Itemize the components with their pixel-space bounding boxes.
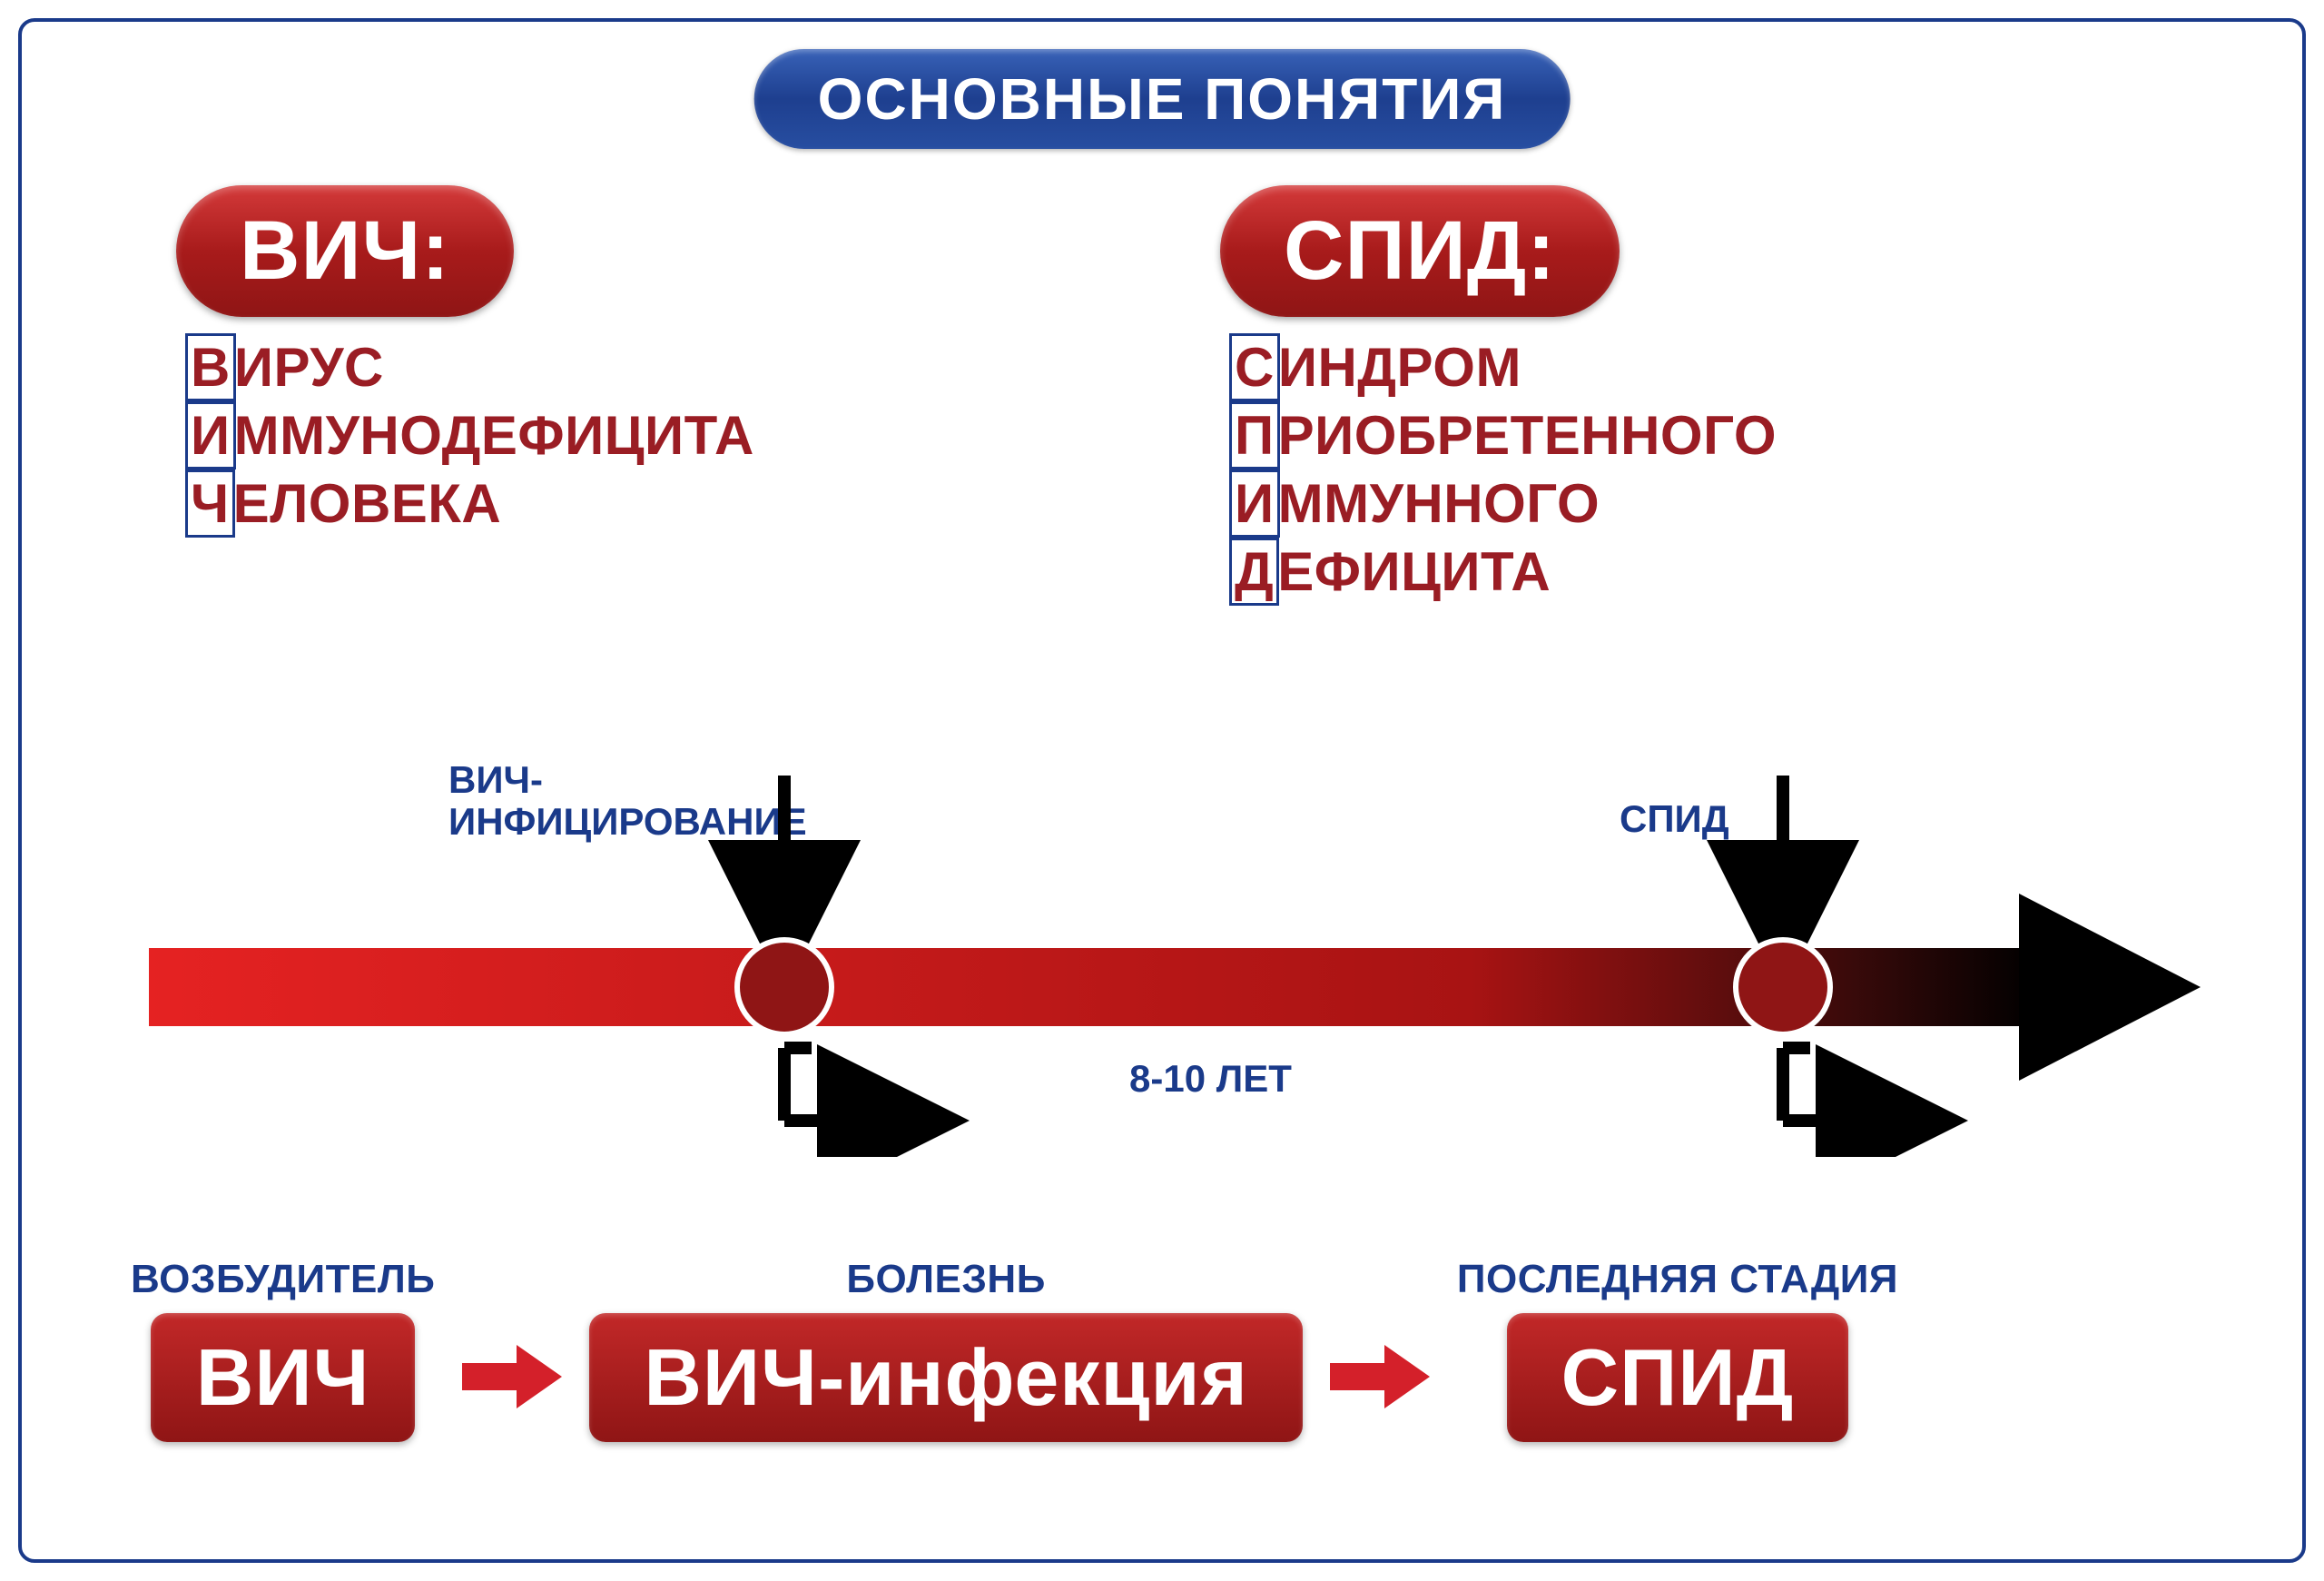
term-line: ИММУНОДЕФИЦИТА bbox=[185, 401, 754, 469]
title-pill: ОСНОВНЫЕ ПОНЯТИЯ bbox=[754, 49, 1571, 149]
rest-text: ИРУС bbox=[234, 337, 384, 398]
timeline-svg bbox=[149, 748, 2219, 1157]
lead-letter: Ч bbox=[185, 469, 235, 538]
flow-box-vich: ВИЧ bbox=[151, 1313, 416, 1442]
flow-col-2: БОЛЕЗНЬ ВИЧ-инфекция bbox=[589, 1257, 1303, 1442]
term-pill-vich: ВИЧ: bbox=[176, 185, 514, 317]
term-line: ПРИОБРЕТЕННОГО bbox=[1229, 401, 1777, 469]
flow-row: ВОЗБУДИТЕЛЬ ВИЧ БОЛЕЗНЬ ВИЧ-инфекция ПОС… bbox=[131, 1257, 2193, 1442]
term-pill-spid: СПИД: bbox=[1220, 185, 1620, 317]
lead-letter: Д bbox=[1229, 538, 1279, 606]
timeline-arrowhead bbox=[2019, 894, 2201, 1081]
rest-text: ММУНОДЕФИЦИТА bbox=[234, 405, 754, 466]
term-line: ВИРУС bbox=[185, 333, 754, 401]
flow-col-1: ВОЗБУДИТЕЛЬ ВИЧ bbox=[131, 1257, 435, 1442]
rest-text: ЕФИЦИТА bbox=[1277, 541, 1551, 602]
timeline-marker-1 bbox=[737, 940, 832, 1034]
term-line: ИММУННОГО bbox=[1229, 469, 1777, 538]
flow-caption: ВОЗБУДИТЕЛЬ bbox=[131, 1257, 435, 1302]
term-lines-vich: ВИРУС ИММУНОДЕФИЦИТА ЧЕЛОВЕКА bbox=[185, 333, 754, 538]
flow-box-infection: ВИЧ-инфекция bbox=[589, 1313, 1303, 1442]
flow-arrow-icon bbox=[1330, 1340, 1430, 1413]
diagram-frame: ОСНОВНЫЕ ПОНЯТИЯ ВИЧ: ВИРУС ИММУНОДЕФИЦИ… bbox=[18, 18, 2306, 1563]
rest-text: ММУННОГО bbox=[1278, 473, 1600, 534]
lead-letter: П bbox=[1229, 401, 1280, 469]
term-block-vich: ВИЧ: ВИРУС ИММУНОДЕФИЦИТА ЧЕЛОВЕКА bbox=[176, 185, 754, 538]
flow-col-3: ПОСЛЕДНЯЯ СТАДИЯ СПИД bbox=[1457, 1257, 1898, 1442]
lead-letter: И bbox=[185, 401, 236, 469]
flow-box-spid: СПИД bbox=[1507, 1313, 1849, 1442]
flow-arrow-icon bbox=[462, 1340, 562, 1413]
term-block-spid: СПИД: СИНДРОМ ПРИОБРЕТЕННОГО ИММУННОГО Д… bbox=[1220, 185, 1777, 606]
rest-text: ЕЛОВЕКА bbox=[233, 473, 502, 534]
timeline: ВИЧ- ИНФИЦИРОВАНИЕ СПИД 8-10 ЛЕТ bbox=[149, 748, 2193, 1157]
lead-letter: С bbox=[1229, 333, 1280, 401]
lead-letter: И bbox=[1229, 469, 1280, 538]
term-lines-spid: СИНДРОМ ПРИОБРЕТЕННОГО ИММУННОГО ДЕФИЦИТ… bbox=[1229, 333, 1777, 606]
term-line: ЧЕЛОВЕКА bbox=[185, 469, 754, 538]
rest-text: РИОБРЕТЕННОГО bbox=[1278, 405, 1777, 466]
rest-text: ИНДРОМ bbox=[1278, 337, 1521, 398]
timeline-marker-2 bbox=[1736, 940, 1830, 1034]
term-line: СИНДРОМ bbox=[1229, 333, 1777, 401]
lead-letter: В bbox=[185, 333, 236, 401]
flow-caption: БОЛЕЗНЬ bbox=[846, 1257, 1045, 1302]
flow-caption: ПОСЛЕДНЯЯ СТАДИЯ bbox=[1457, 1257, 1898, 1302]
term-line: ДЕФИЦИТА bbox=[1229, 538, 1777, 606]
